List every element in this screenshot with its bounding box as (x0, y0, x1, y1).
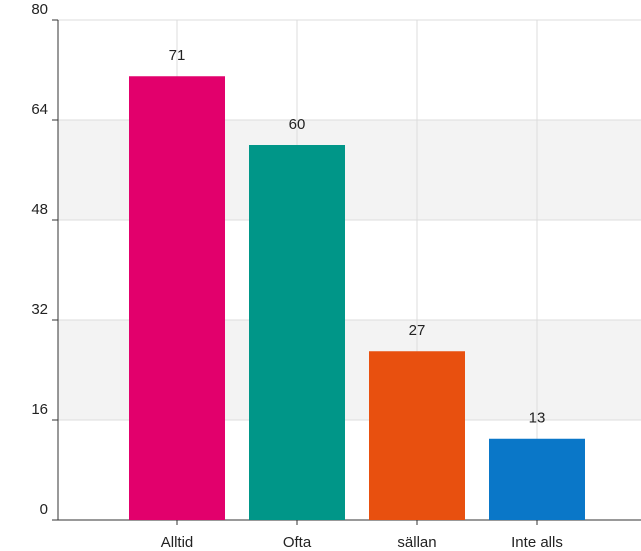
bar (489, 438, 585, 520)
y-tick-label: 48 (31, 201, 48, 218)
x-tick-label: sällan (397, 534, 436, 551)
bar (249, 145, 345, 520)
y-tick-label: 0 (40, 501, 48, 518)
data-label: 13 (529, 410, 546, 427)
x-tick-label: Inte alls (511, 534, 563, 551)
data-label: 71 (169, 47, 186, 64)
x-tick-label: Alltid (161, 534, 194, 551)
y-tick-label: 16 (31, 401, 48, 418)
y-tick-label: 64 (31, 101, 48, 118)
data-label: 27 (409, 322, 426, 339)
bar (369, 351, 465, 520)
x-tick-label: Ofta (283, 534, 312, 551)
y-tick-label: 32 (31, 301, 48, 318)
data-label: 60 (289, 116, 306, 133)
bar (129, 76, 225, 520)
y-tick-label: 80 (31, 1, 48, 18)
